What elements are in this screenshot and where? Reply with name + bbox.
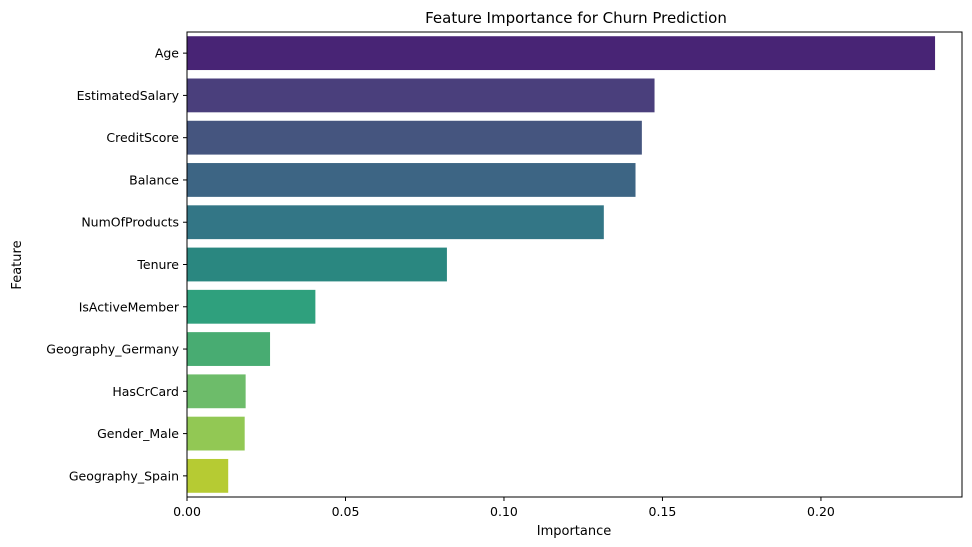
y-tick-label: EstimatedSalary <box>77 88 180 103</box>
bar-hascrcard <box>187 374 246 409</box>
chart-title: Feature Importance for Churn Prediction <box>425 9 727 27</box>
bar-isactivemember <box>187 289 316 324</box>
bar-gender-male <box>187 416 245 451</box>
bar-age <box>187 36 936 71</box>
x-tick-label: 0.00 <box>173 504 201 519</box>
y-axis-label: Feature <box>10 240 25 289</box>
y-axis-ticks: Age EstimatedSalary CreditScore Balance NumO… <box>46 46 187 483</box>
bar-tenure <box>187 247 447 282</box>
x-tick-label: 0.10 <box>490 504 518 519</box>
y-tick-label: Geography_Germany <box>46 342 179 357</box>
y-tick-label: Tenure <box>136 257 179 272</box>
y-tick-label: CreditScore <box>106 130 179 145</box>
y-tick-label: IsActiveMember <box>79 299 180 314</box>
bar-geography-spain <box>187 458 229 493</box>
bar-geography-germany <box>187 332 271 366</box>
y-tick-label: Age <box>155 46 179 61</box>
bar-estimatedsalary <box>187 78 655 113</box>
bar-balance <box>187 163 636 197</box>
x-axis-ticks: 0.00 0.05 0.10 0.15 0.20 <box>173 497 835 519</box>
y-tick-label: HasCrCard <box>112 384 179 399</box>
bars-group <box>187 36 936 493</box>
x-tick-label: 0.05 <box>332 504 360 519</box>
bar-numofproducts <box>187 205 604 240</box>
y-tick-label: Gender_Male <box>97 426 179 441</box>
y-tick-label: NumOfProducts <box>81 215 179 230</box>
y-tick-label: Balance <box>129 172 179 187</box>
x-tick-label: 0.15 <box>649 504 677 519</box>
y-tick-label: Geography_Spain <box>69 468 179 483</box>
bar-creditscore <box>187 120 642 155</box>
plot-frame <box>186 31 963 498</box>
x-axis-label: Importance <box>537 524 612 539</box>
x-tick-label: 0.20 <box>807 504 835 519</box>
